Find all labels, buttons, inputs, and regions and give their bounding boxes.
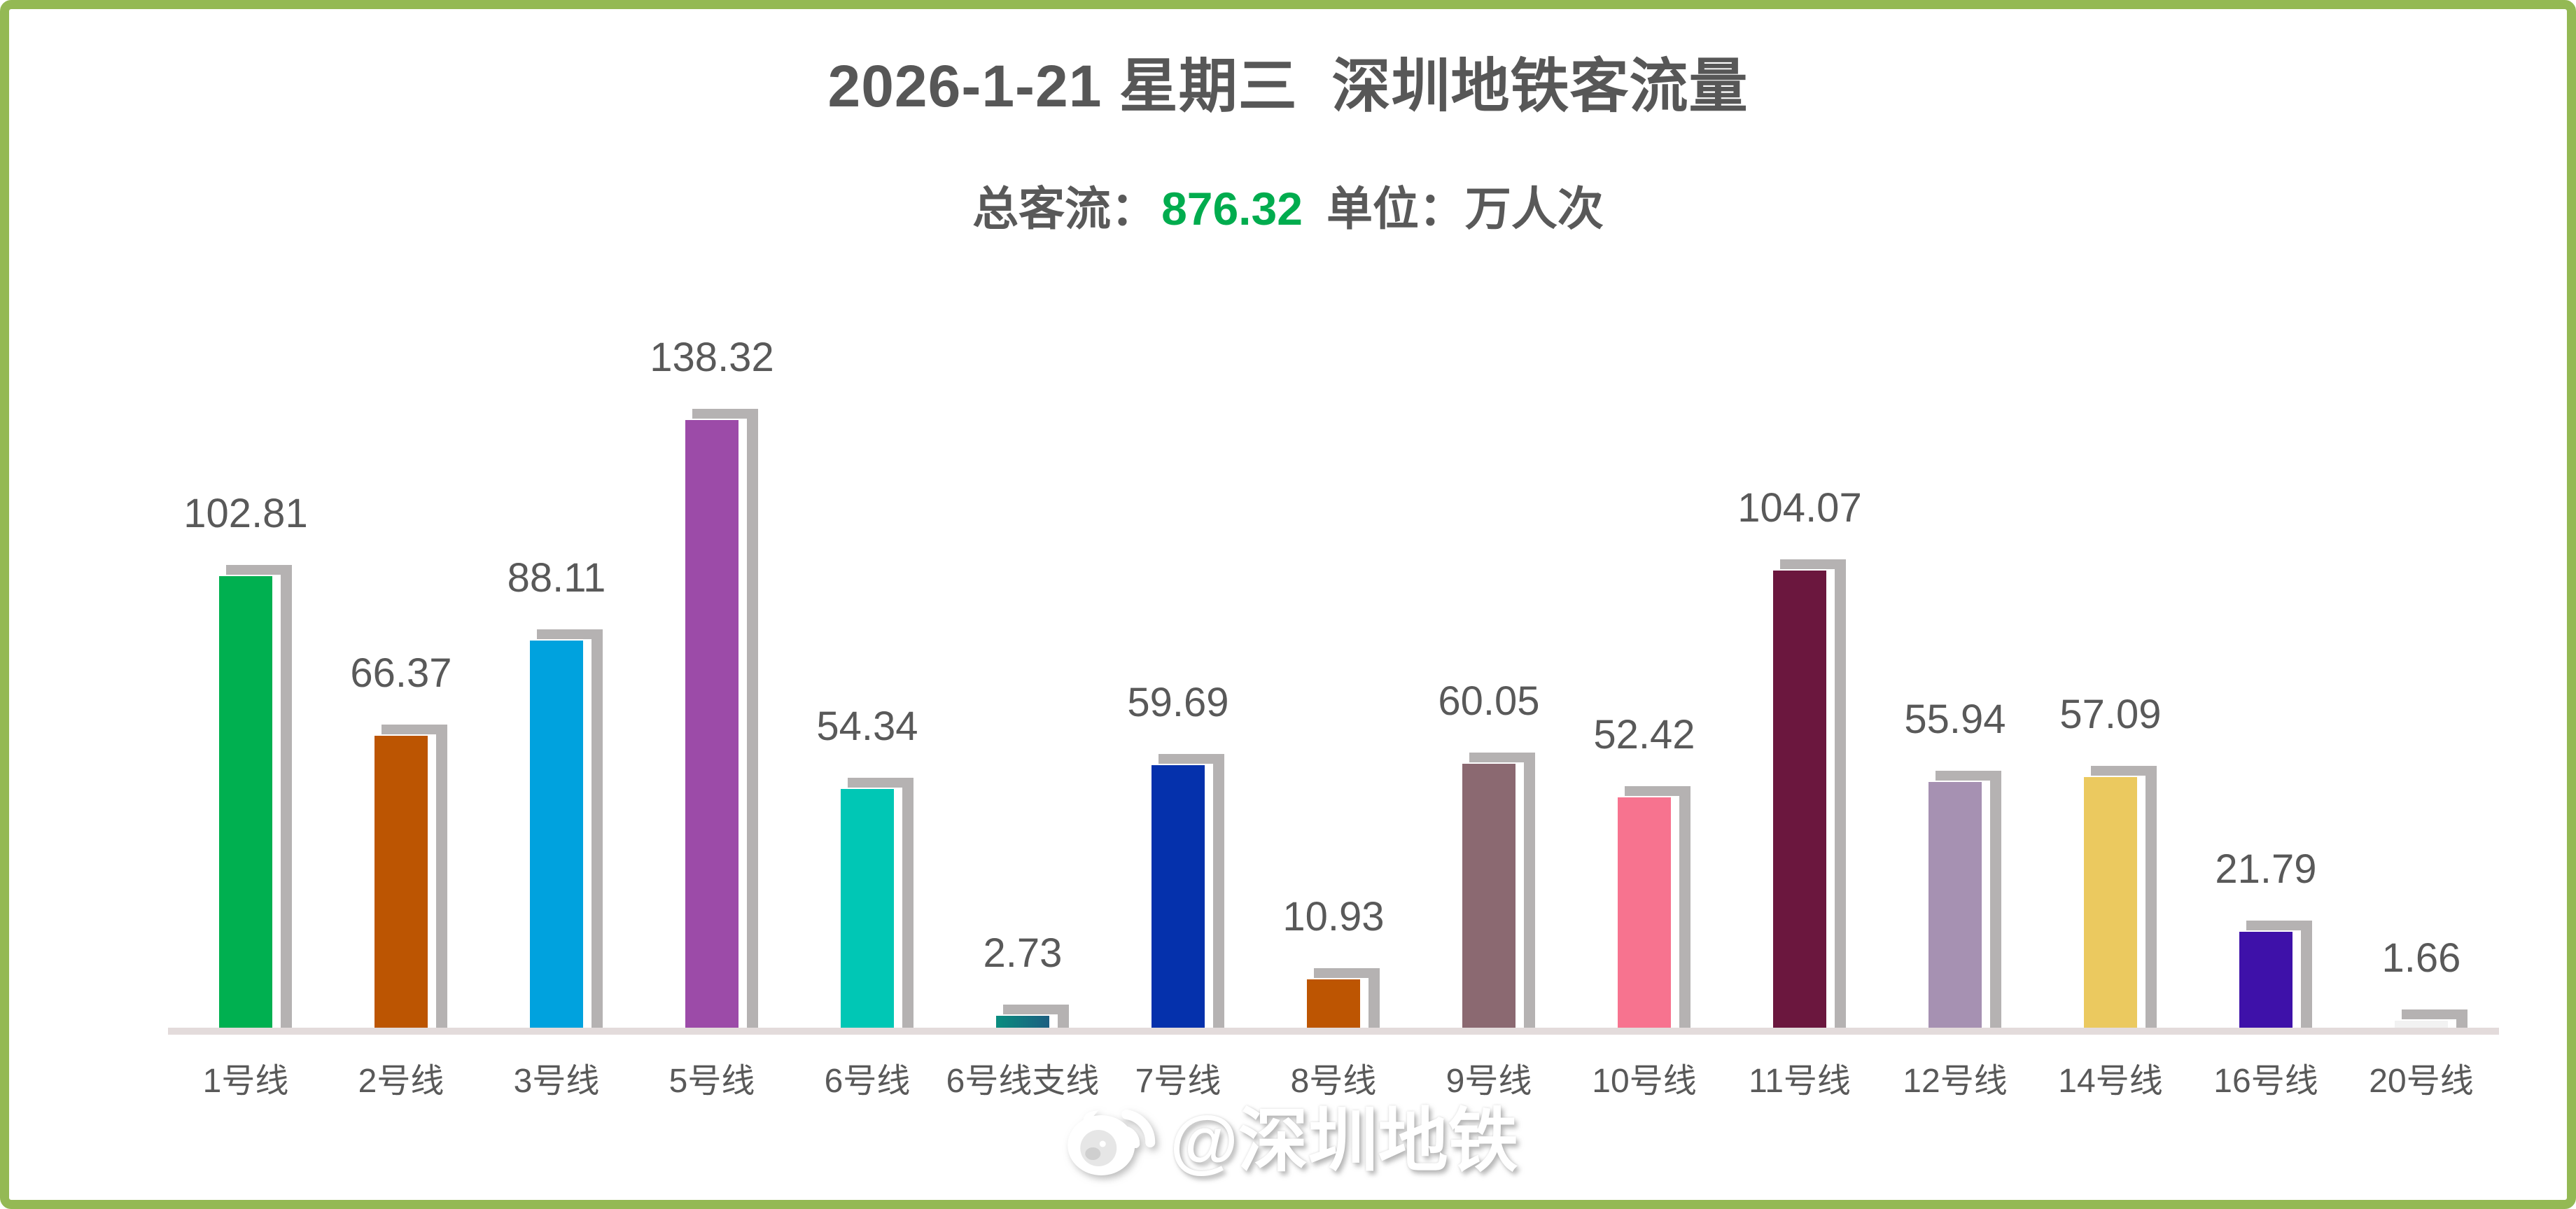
bar-columns: 102.81 1号线 66.37 2号线 88.11 3号线 138.32 5号…: [168, 328, 2499, 1100]
bar-1: [219, 576, 272, 1028]
bar-shadow: [692, 409, 758, 1028]
bar-value-label: 138.32: [650, 335, 774, 380]
bar-value-label: 10.93: [1282, 894, 1385, 939]
chart-subtitle: 总客流：876.32 单位：万人次: [0, 172, 2576, 239]
bar-shadow: [2091, 766, 2157, 1028]
bar-shadow: [2246, 921, 2312, 1028]
bar-10: [1618, 797, 1671, 1028]
bar-column-8: 10.93 8号线: [1256, 328, 1411, 1100]
bar-category-label: 5号线: [668, 1063, 755, 1100]
bar-category-label: 7号线: [1135, 1063, 1222, 1100]
bar-shadow: [1314, 968, 1380, 1028]
bar-column-3: 88.11 3号线: [479, 328, 634, 1100]
bar-value-label: 60.05: [1438, 678, 1540, 724]
bar-column-5: 54.34 6号线: [790, 328, 945, 1100]
bar-value-label: 21.79: [2215, 846, 2317, 892]
bar-category-label: 8号线: [1290, 1063, 1377, 1100]
bar-shadow: [1780, 559, 1846, 1028]
bar-category-label: 14号线: [2058, 1063, 2163, 1100]
bar-15: [2395, 1021, 2448, 1028]
bar-13: [2084, 777, 2137, 1028]
bar-shadow: [848, 778, 913, 1028]
bar-12: [1928, 782, 1982, 1028]
bar-column-9: 60.05 9号线: [1411, 328, 1567, 1100]
bar-column-2: 66.37 2号线: [323, 328, 479, 1100]
bar-11: [1773, 571, 1826, 1028]
bar-category-label: 6号线: [824, 1063, 911, 1100]
bar-value-label: 104.07: [1737, 485, 1862, 531]
bar-shadow: [2402, 1009, 2468, 1028]
bar-shadow: [382, 725, 447, 1028]
bar-category-label: 10号线: [1592, 1063, 1697, 1100]
bar-column-1: 102.81 1号线: [168, 328, 323, 1100]
bar-7: [1152, 765, 1205, 1028]
watermark-text: @深圳地铁: [1170, 1102, 1518, 1180]
bar-3: [530, 641, 583, 1028]
bar-column-14: 21.79 16号线: [2188, 328, 2344, 1100]
bar-shadow: [1003, 1005, 1069, 1028]
total-value: 876.32: [1161, 183, 1303, 235]
bar-category-label: 3号线: [513, 1063, 600, 1100]
bar-value-label: 2.73: [983, 930, 1063, 976]
bar-9: [1462, 764, 1516, 1028]
bar-shadow: [1469, 753, 1535, 1028]
bar-category-label: 12号线: [1903, 1063, 2008, 1100]
bar-column-12: 55.94 12号线: [1877, 328, 2033, 1100]
bar-value-label: 88.11: [507, 555, 606, 601]
unit-label: 单位：万人次: [1326, 183, 1604, 235]
watermark: @深圳地铁: [1058, 1084, 1518, 1185]
bar-value-label: 57.09: [2059, 692, 2162, 737]
bar-2: [374, 736, 428, 1028]
bar-4: [685, 420, 738, 1028]
bar-shadow: [226, 565, 292, 1028]
bar-value-label: 55.94: [1904, 697, 2006, 742]
bar-category-label: 20号线: [2369, 1063, 2474, 1100]
bar-shadow: [1935, 771, 2001, 1028]
bar-column-15: 1.66 20号线: [2344, 328, 2499, 1100]
bar-value-label: 66.37: [350, 650, 452, 696]
bar-column-11: 104.07 11号线: [1722, 328, 1877, 1100]
weibo-icon: [1058, 1084, 1163, 1185]
bar-value-label: 54.34: [816, 704, 918, 749]
page-title: 2026-1-21 星期三 深圳地铁客流量: [827, 53, 1749, 119]
bar-column-13: 57.09 14号线: [2033, 328, 2188, 1100]
bar-column-6: 2.73 6号线支线: [945, 328, 1100, 1100]
bar-chart: 102.81 1号线 66.37 2号线 88.11 3号线 138.32 5号…: [168, 328, 2499, 1100]
bar-14: [2239, 932, 2292, 1028]
bar-value-label: 59.69: [1127, 680, 1229, 725]
bar-category-label: 2号线: [358, 1063, 444, 1100]
bar-shadow: [1625, 786, 1690, 1028]
bar-category-label: 11号线: [1749, 1063, 1851, 1100]
bar-value-label: 1.66: [2381, 935, 2461, 981]
bar-8: [1307, 979, 1360, 1028]
bar-column-4: 138.32 5号线: [634, 328, 790, 1100]
bar-category-label: 6号线支线: [946, 1063, 1100, 1100]
bar-shadow: [537, 629, 603, 1028]
bar-category-label: 16号线: [2213, 1063, 2318, 1100]
total-label: 总客流：: [972, 183, 1158, 235]
bar-5: [841, 789, 894, 1028]
bar-value-label: 52.42: [1593, 712, 1695, 757]
x-axis-line: [168, 1028, 2499, 1035]
bar-shadow: [1158, 754, 1224, 1028]
bar-6: [996, 1016, 1049, 1028]
bar-category-label: 9号线: [1446, 1063, 1532, 1100]
bar-column-7: 59.69 7号线: [1100, 328, 1256, 1100]
bar-value-label: 102.81: [183, 491, 308, 536]
bar-category-label: 1号线: [202, 1063, 289, 1100]
bar-column-10: 52.42 10号线: [1567, 328, 1722, 1100]
